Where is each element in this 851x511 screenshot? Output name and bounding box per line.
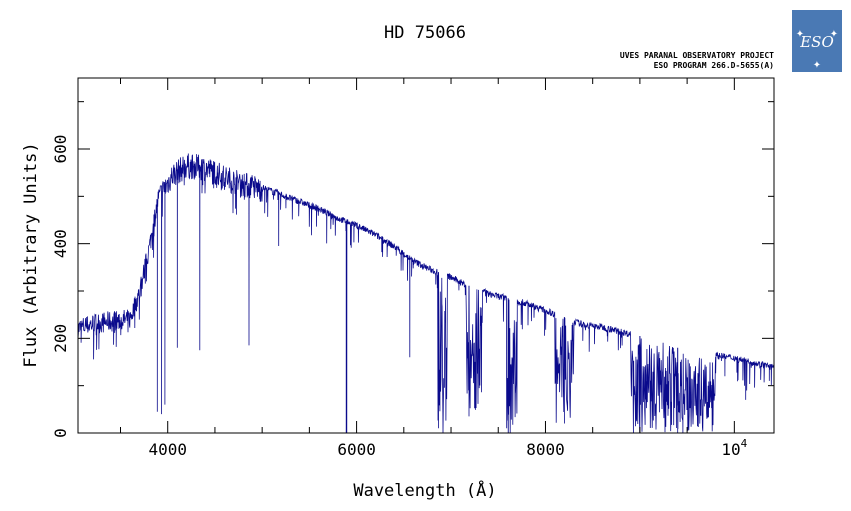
y-tick-label: 0 <box>51 428 70 438</box>
plot-frame <box>77 77 775 434</box>
eso-logo-text: ESO <box>799 33 834 51</box>
y-tick-label: 200 <box>51 324 70 353</box>
star-icon: ✦ <box>830 29 838 40</box>
program-line: ESO PROGRAM 266.D-5655(A) <box>654 61 774 70</box>
y-tick-label: 400 <box>51 229 70 258</box>
x-tick-label: 8000 <box>526 440 565 459</box>
spectrum-series-line <box>77 153 775 434</box>
project-line: UVES PARANAL OBSERVATORY PROJECT <box>620 51 774 60</box>
chart-title: HD 75066 <box>384 23 466 43</box>
star-icon: ✦ <box>813 60 821 71</box>
y-axis-label: Flux (Arbitrary Units) <box>21 142 41 367</box>
plot-area <box>77 153 775 434</box>
x-axis-label: Wavelength (Å) <box>353 479 496 501</box>
star-icon: ✦ <box>796 29 804 40</box>
eso-logo: ESO ✦ ✦ ✦ <box>792 10 842 72</box>
axis-tick-labels: 4000 6000 8000 104 0 200 400 600 <box>51 135 748 459</box>
x-tick-label: 6000 <box>337 440 376 459</box>
x-tick-label: 4000 <box>148 440 187 459</box>
axis-ticks <box>78 78 774 434</box>
x-tick-label: 104 <box>721 437 747 459</box>
eso-logo-background <box>792 10 842 72</box>
y-tick-label: 600 <box>51 135 70 164</box>
